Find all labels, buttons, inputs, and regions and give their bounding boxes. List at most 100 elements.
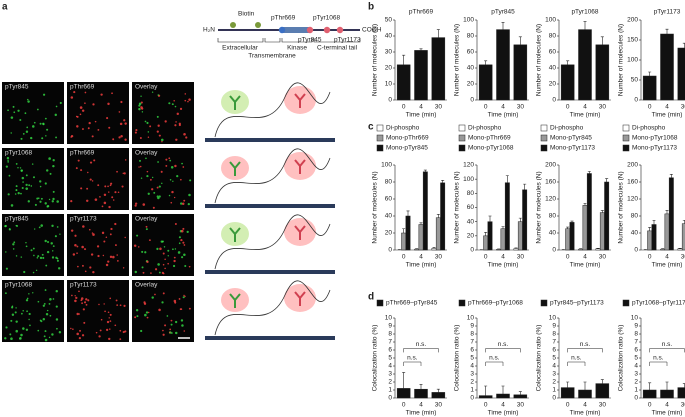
micrograph [67, 214, 129, 276]
domain-label: Extracellular [222, 45, 259, 52]
x-tick-label: 30 [435, 402, 443, 409]
spot [42, 304, 45, 307]
spot [124, 138, 127, 141]
spot [81, 128, 84, 131]
bar [586, 173, 592, 251]
x-tick-label: 30 [681, 254, 685, 261]
x-tick-label: 0 [484, 254, 488, 261]
spot [38, 226, 41, 229]
x-tick-label: 4 [419, 402, 423, 409]
error-bar [518, 217, 522, 222]
y-tick-label: 100 [463, 176, 474, 183]
x-axis-label: Time (min) [406, 262, 437, 269]
spot [79, 329, 82, 332]
spot [181, 256, 184, 259]
spot [41, 253, 44, 256]
spot [22, 132, 25, 135]
spot [178, 122, 181, 125]
spot [106, 117, 109, 120]
spot [30, 136, 33, 140]
bar [414, 50, 428, 101]
sig-bracket [403, 361, 422, 366]
error-bar [566, 381, 570, 388]
error-bar [436, 29, 440, 38]
x-axis-label: Time (min) [488, 410, 519, 417]
legend-label: Di-phospho [550, 125, 584, 132]
spot [103, 240, 106, 243]
spot [10, 116, 14, 119]
error-bar [484, 385, 488, 396]
spot [108, 317, 111, 319]
x-tick-label: 30 [517, 254, 525, 261]
spot [15, 255, 18, 257]
spot [52, 164, 55, 168]
spot [107, 311, 110, 314]
spot [39, 180, 42, 183]
y-tick-label: 100 [545, 17, 556, 24]
y-tick-label: 10 [385, 81, 393, 88]
bar [431, 248, 437, 251]
y-axis-label: Colocalization ratio (%) [536, 325, 543, 392]
spot [22, 181, 24, 183]
spot [115, 244, 117, 247]
spot [46, 205, 49, 208]
spot [54, 235, 57, 238]
spot [94, 120, 97, 123]
y-tick-label: 5 [470, 355, 474, 362]
error-bar [600, 379, 604, 384]
spot [183, 199, 186, 202]
spot [156, 130, 159, 133]
spot [140, 177, 143, 179]
y-tick-label: 80 [631, 213, 639, 220]
spot [27, 100, 30, 103]
spot [181, 162, 183, 165]
y-axis-label: Colocalization ratio (%) [372, 325, 379, 392]
spot [7, 193, 10, 196]
spot [4, 337, 7, 340]
bar [478, 395, 493, 399]
spot [52, 298, 55, 300]
legend-label: Di-phospho [468, 125, 502, 132]
y-tick-label: 2 [634, 379, 638, 386]
spot [180, 178, 182, 181]
legend-swatch [376, 134, 384, 142]
spot [162, 292, 165, 295]
y-tick-label: 3 [634, 371, 638, 378]
legend-label: Mono-pTyr1173 [550, 145, 595, 152]
antibody [229, 227, 241, 242]
y-tick-label: 8 [470, 331, 474, 338]
spot [39, 256, 43, 260]
spot [175, 138, 178, 141]
domain-brackets [217, 38, 361, 43]
sig-bracket [567, 348, 603, 353]
schematic-surface [205, 270, 335, 274]
sig-label: n.s. [653, 355, 664, 362]
y-tick-label: 1 [388, 387, 392, 394]
x-tick-label: 30 [517, 104, 525, 111]
spot [184, 93, 187, 95]
micrograph [2, 148, 64, 210]
bar [431, 37, 446, 101]
y-tick-label: 40 [549, 230, 557, 237]
bar [668, 177, 674, 251]
spot [158, 185, 161, 188]
antibody [294, 291, 306, 306]
spot [78, 336, 81, 340]
spot [80, 187, 83, 190]
sig-bracket [567, 361, 586, 366]
bar [647, 230, 653, 251]
spot [174, 124, 177, 127]
spot [117, 191, 120, 193]
y-tick-label: 0 [552, 97, 556, 104]
spot [45, 313, 49, 316]
chart-title: pTyr1173 [654, 9, 681, 16]
error-bar [518, 36, 522, 45]
bar [677, 47, 685, 101]
spot [120, 134, 123, 138]
spot [79, 106, 83, 109]
spot [170, 323, 173, 326]
spot [186, 230, 189, 234]
spot [25, 183, 28, 187]
spot [36, 108, 39, 111]
spot [97, 184, 100, 187]
